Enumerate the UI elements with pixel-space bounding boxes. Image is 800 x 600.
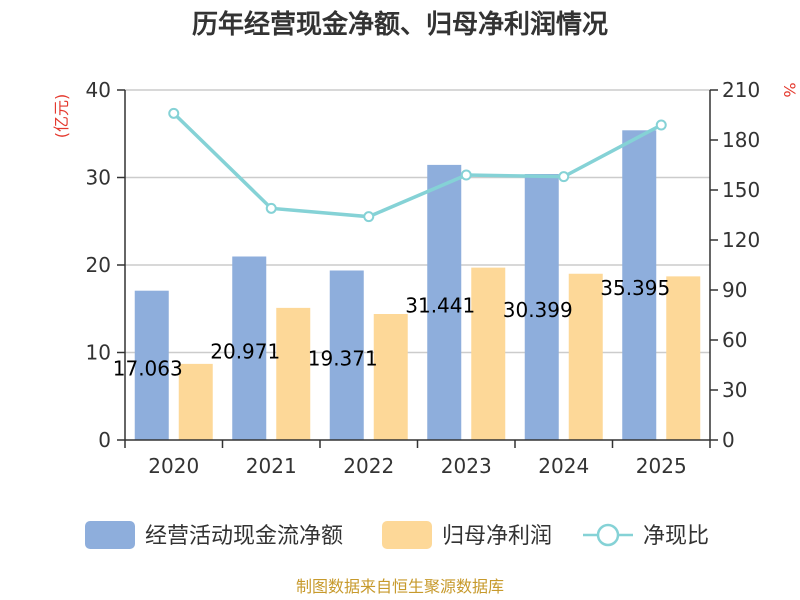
ratio-point[interactable] xyxy=(265,202,277,214)
bar-net-profit[interactable] xyxy=(276,307,311,440)
legend-label-ratio[interactable]: 净现比 xyxy=(643,524,709,549)
bar-operating-cash-flow[interactable] xyxy=(524,174,559,441)
bar-operating-cash-flow[interactable] xyxy=(134,290,169,440)
bar-net-profit[interactable] xyxy=(471,267,506,440)
right-axis-tick-label: 120 xyxy=(722,228,760,252)
data-label-operating-cash-flow: 35.395 xyxy=(600,276,670,300)
x-axis-tick-label: 2021 xyxy=(246,454,297,478)
bars xyxy=(134,130,701,441)
bar-operating-cash-flow[interactable] xyxy=(329,270,364,440)
x-axis-tick-label: 2025 xyxy=(636,454,687,478)
legend-label-operating-cash-flow[interactable]: 经营活动现金流净额 xyxy=(145,524,343,549)
bar-net-profit[interactable] xyxy=(178,363,213,440)
data-label-operating-cash-flow: 19.371 xyxy=(308,346,378,370)
legend: 经营活动现金流净额 归母净利润 净现比 xyxy=(85,521,709,549)
right-axis-tick-label: 150 xyxy=(722,178,760,202)
chart-title: 历年经营现金净额、归母净利润情况 xyxy=(192,9,608,40)
right-axis-tick-label: 60 xyxy=(722,328,747,352)
left-axis-tick-label: 10 xyxy=(86,341,111,365)
right-axis-tick-label: 180 xyxy=(722,128,760,152)
x-axis-tick-label: 2022 xyxy=(343,454,394,478)
legend-swatch-operating-cash-flow[interactable] xyxy=(85,521,135,549)
grid-lines xyxy=(125,89,710,354)
source-note: 制图数据来自恒生聚源数据库 xyxy=(296,577,504,596)
data-label-operating-cash-flow: 20.971 xyxy=(210,339,280,363)
bar-operating-cash-flow[interactable] xyxy=(622,130,657,440)
data-label-operating-cash-flow: 31.441 xyxy=(405,293,475,317)
axes: 0 10 20 30 40 0 30 60 90 120 150 180 210 2020 2021 2022… xyxy=(86,78,761,478)
x-axis-tick-label: 2020 xyxy=(148,454,199,478)
ratio-point[interactable] xyxy=(460,169,472,181)
ratio-point[interactable] xyxy=(558,171,570,183)
left-axis-unit: (亿元) xyxy=(52,94,71,139)
x-axis-tick-label: 2023 xyxy=(441,454,492,478)
data-labels: 17.063 20.971 19.371 31.441 30.399 35.395 xyxy=(113,276,670,380)
bar-net-profit[interactable] xyxy=(666,276,701,440)
bar-operating-cash-flow[interactable] xyxy=(427,164,462,441)
ratio-point[interactable] xyxy=(363,211,375,223)
x-axis-tick-label: 2024 xyxy=(538,454,589,478)
data-label-operating-cash-flow: 17.063 xyxy=(113,356,183,380)
ratio-point[interactable] xyxy=(168,107,180,119)
data-label-operating-cash-flow: 30.399 xyxy=(503,298,573,322)
ratio-line-path xyxy=(172,112,663,219)
ratio-line xyxy=(168,107,667,223)
right-axis-tick-label: 90 xyxy=(722,278,747,302)
bar-net-profit[interactable] xyxy=(373,314,408,440)
left-axis-tick-label: 0 xyxy=(98,428,111,452)
right-axis-tick-label: 30 xyxy=(722,378,747,402)
ratio-point[interactable] xyxy=(655,119,667,131)
right-axis-tick-label: 0 xyxy=(722,428,735,452)
legend-swatch-net-profit[interactable] xyxy=(382,521,432,549)
right-axis-unit: % xyxy=(780,82,799,97)
bar-operating-cash-flow[interactable] xyxy=(232,256,267,440)
bar-net-profit[interactable] xyxy=(568,273,603,440)
left-axis-tick-label: 40 xyxy=(86,78,111,102)
left-axis-tick-label: 20 xyxy=(86,253,111,277)
right-axis-tick-label: 210 xyxy=(722,78,760,102)
legend-label-net-profit[interactable]: 归母净利润 xyxy=(442,524,552,549)
legend-marker-ratio[interactable] xyxy=(596,523,620,547)
left-axis-tick-label: 30 xyxy=(86,166,111,190)
